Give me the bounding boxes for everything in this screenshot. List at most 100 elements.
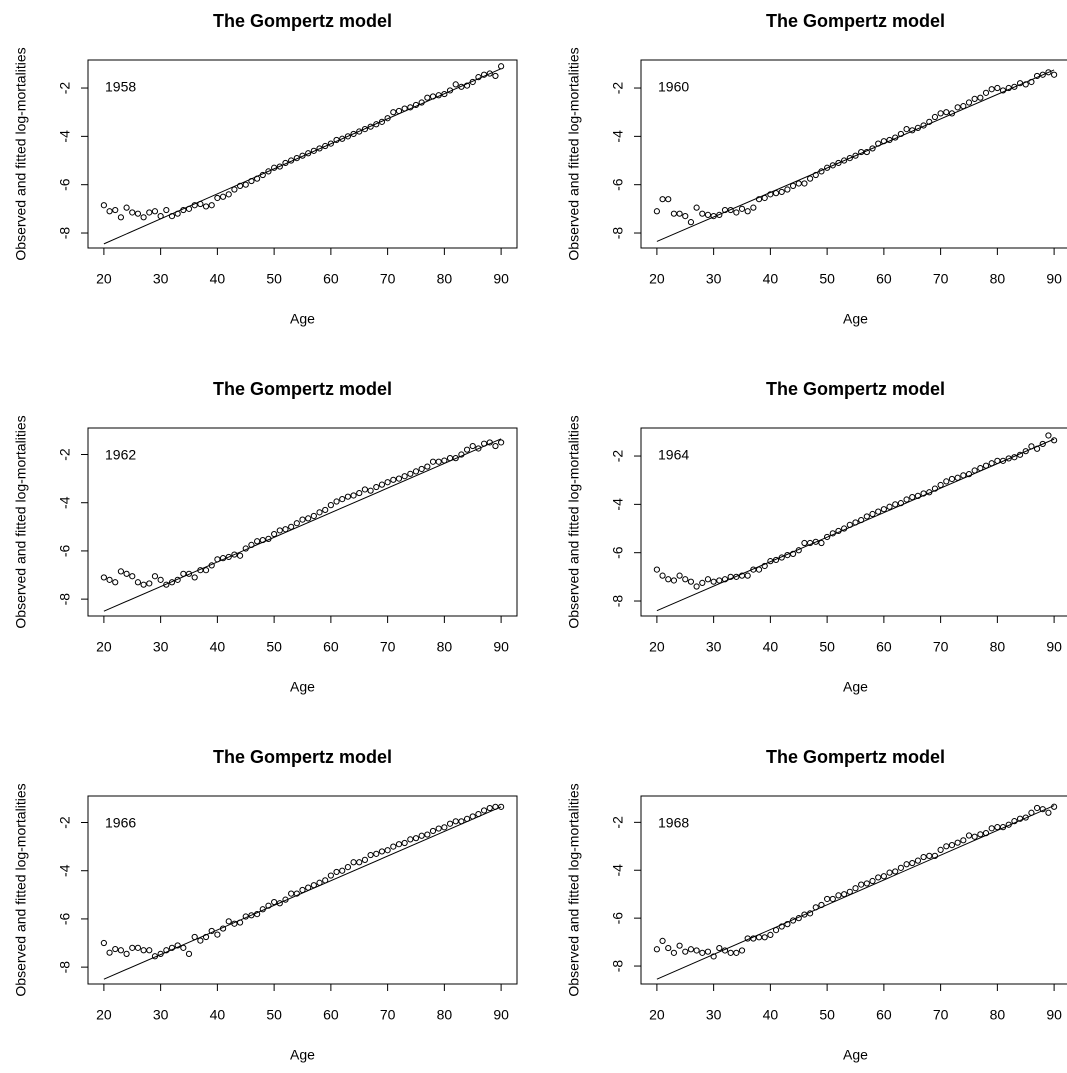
- chart-title: The Gompertz model: [213, 379, 392, 399]
- data-point: [327, 502, 334, 509]
- data-point: [117, 214, 125, 221]
- x-tick-label: 80: [437, 271, 453, 287]
- data-point: [395, 841, 403, 848]
- data-point: [767, 558, 774, 565]
- data-point: [880, 506, 887, 513]
- data-point: [869, 145, 876, 152]
- data-point: [276, 527, 283, 534]
- data-point: [367, 487, 374, 494]
- data-point: [129, 209, 136, 216]
- data-point: [903, 496, 910, 503]
- data-point: [716, 577, 723, 584]
- data-point: [293, 520, 300, 527]
- x-tick-label: 30: [153, 1007, 169, 1023]
- data-point: [960, 837, 967, 844]
- x-tick-label: 90: [493, 1007, 509, 1023]
- data-point: [293, 890, 300, 897]
- data-point: [948, 475, 956, 483]
- data-point: [807, 175, 814, 182]
- data-point: [140, 214, 147, 221]
- data-point: [710, 953, 717, 960]
- fitted-line: [103, 438, 502, 612]
- x-axis-label: Age: [290, 311, 315, 327]
- x-tick-label: 90: [493, 639, 509, 655]
- data-point: [1022, 814, 1029, 821]
- y-tick-label: -6: [57, 912, 73, 925]
- data-point: [242, 181, 249, 188]
- data-point: [733, 209, 740, 216]
- data-point: [687, 578, 695, 585]
- x-tick-label: 90: [1046, 639, 1062, 655]
- data-point: [801, 539, 808, 547]
- data-point: [106, 576, 113, 583]
- x-tick-label: 70: [933, 1007, 949, 1023]
- x-tick-label: 40: [763, 639, 779, 655]
- data-point: [327, 140, 334, 147]
- data-point: [480, 807, 488, 814]
- data-point: [282, 526, 289, 533]
- data-point: [858, 881, 865, 888]
- y-tick-label: -8: [57, 593, 73, 606]
- data-point: [361, 486, 369, 493]
- y-tick-label: -2: [57, 448, 73, 461]
- data-point: [475, 445, 482, 452]
- x-tick-label: 20: [96, 1007, 112, 1023]
- data-point: [994, 84, 1001, 92]
- x-tick-label: 20: [96, 639, 112, 655]
- y-tick-label: -2: [610, 816, 626, 829]
- x-tick-label: 80: [990, 1007, 1006, 1023]
- data-point: [452, 455, 459, 462]
- x-tick-label: 60: [876, 639, 892, 655]
- data-point: [659, 572, 666, 579]
- x-tick-label: 50: [819, 639, 835, 655]
- y-tick-label: -8: [610, 960, 626, 973]
- data-point: [469, 442, 476, 450]
- data-point: [452, 818, 459, 825]
- x-tick-label: 50: [266, 639, 282, 655]
- data-point: [767, 931, 774, 939]
- data-point: [168, 944, 176, 951]
- data-point: [310, 512, 317, 520]
- data-point: [231, 186, 238, 193]
- chart-title: The Gompertz model: [213, 11, 392, 31]
- data-point: [693, 204, 700, 211]
- data-point: [378, 481, 386, 488]
- data-point: [424, 463, 431, 470]
- data-point: [378, 848, 386, 855]
- data-point: [687, 219, 695, 226]
- data-point: [914, 857, 922, 864]
- data-point: [659, 937, 666, 944]
- data-point: [789, 182, 797, 189]
- data-point: [738, 947, 746, 954]
- data-point: [727, 949, 734, 956]
- x-tick-label: 40: [210, 1007, 226, 1023]
- data-point: [1045, 69, 1052, 76]
- data-point: [384, 847, 391, 854]
- data-point: [744, 572, 751, 579]
- data-point: [271, 530, 278, 538]
- data-point: [225, 191, 232, 198]
- annotation: 1966: [105, 815, 136, 831]
- x-tick-label: 50: [266, 271, 282, 287]
- data-point: [305, 515, 312, 522]
- data-point: [750, 204, 757, 211]
- data-point: [665, 196, 672, 203]
- data-point: [214, 931, 221, 938]
- data-point: [112, 945, 119, 953]
- data-point: [682, 213, 689, 220]
- data-point: [875, 508, 882, 515]
- data-point: [704, 948, 712, 955]
- x-axis-label: Age: [843, 1047, 868, 1063]
- data-point: [112, 579, 119, 586]
- x-tick-label: 40: [763, 1007, 779, 1023]
- data-point: [390, 109, 397, 116]
- data-point: [994, 824, 1001, 831]
- data-point: [829, 162, 836, 169]
- x-tick-label: 90: [1046, 271, 1062, 287]
- data-point: [214, 194, 221, 202]
- data-point: [327, 872, 334, 879]
- y-tick-label: -2: [610, 450, 626, 463]
- y-axis-label: Observed and fitted log-mortalities: [13, 47, 29, 260]
- y-tick-label: -4: [610, 498, 626, 511]
- data-point: [146, 209, 153, 216]
